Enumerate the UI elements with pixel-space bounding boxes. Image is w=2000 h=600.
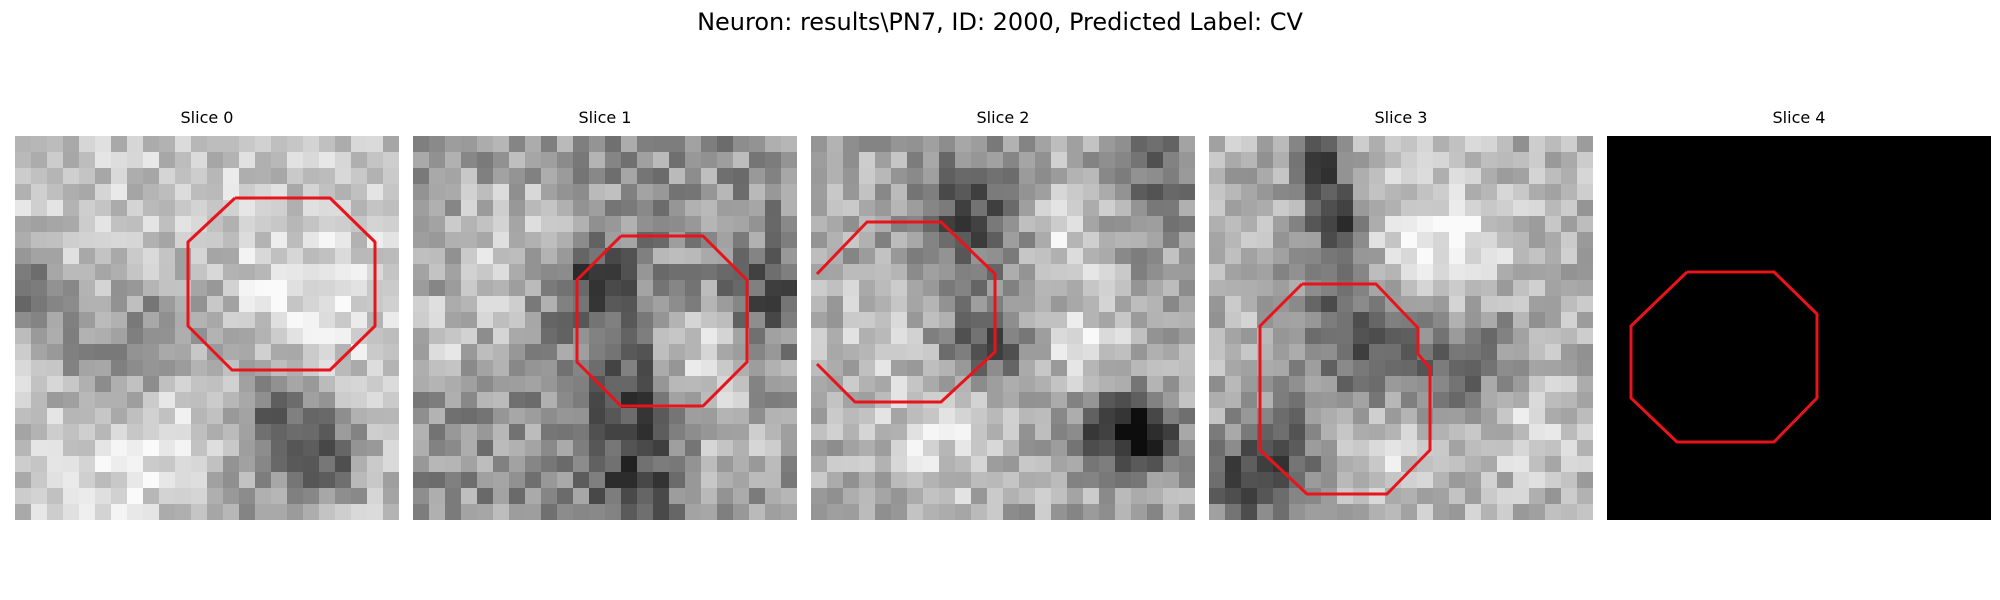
slice-title-2: Slice 2 — [976, 108, 1030, 127]
region-outline — [575, 234, 749, 408]
slice-image-0 — [15, 136, 399, 520]
region-outline — [1258, 282, 1432, 496]
slice-image-4 — [1607, 136, 1991, 520]
slice-title-4: Slice 4 — [1772, 108, 1826, 127]
region-outline — [186, 196, 377, 372]
region-outline — [815, 220, 997, 404]
slice-title-0: Slice 0 — [180, 108, 234, 127]
slice-title-3: Slice 3 — [1374, 108, 1428, 127]
slice-image-1 — [413, 136, 797, 520]
figure-title: Neuron: results\PN7, ID: 2000, Predicted… — [697, 8, 1303, 36]
region-outline — [1629, 270, 1819, 444]
slice-image-2 — [811, 136, 1195, 520]
slice-image-3 — [1209, 136, 1593, 520]
slice-title-1: Slice 1 — [578, 108, 632, 127]
